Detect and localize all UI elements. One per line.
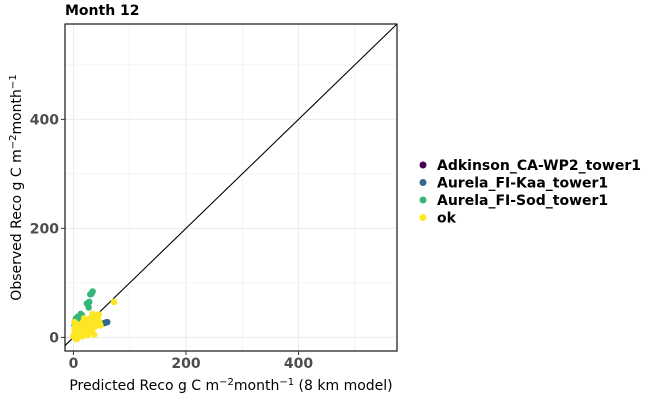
x-axis-label: Predicted Reco g C m−2month−1 (8 km mode… [69, 377, 392, 395]
data-point [74, 320, 81, 328]
data-point [80, 331, 87, 339]
y-tick-label: 400 [30, 112, 59, 128]
x-tick-label: 200 [171, 356, 200, 372]
data-point [90, 331, 98, 338]
y-axis-ticks: 0 200 400 [30, 112, 65, 346]
x-tick-label: 400 [284, 356, 313, 372]
legend: Adkinson_CA-WP2_tower1 Aurela_FI-Kaa_towe… [419, 158, 641, 227]
legend-label: Aurela_FI-Kaa_tower1 [437, 176, 608, 192]
data-point [85, 304, 92, 311]
legend-marker [419, 214, 427, 221]
y-axis-label: Observed Reco g C m−2month−1 [8, 74, 26, 300]
grid-lines [65, 24, 397, 351]
chart-title: Month 12 [65, 3, 140, 19]
identity-line [64, 23, 398, 346]
data-point [97, 322, 104, 329]
legend-marker [419, 161, 427, 169]
data-point [81, 317, 89, 325]
data-point [110, 298, 118, 306]
data-point [71, 326, 78, 334]
plot-border [64, 23, 398, 352]
data-points [70, 288, 118, 343]
data-point [87, 291, 94, 298]
x-axis-ticks: 0 200 400 [69, 351, 313, 372]
legend-label: ok [437, 211, 457, 227]
legend-marker [419, 196, 427, 204]
legend-marker [419, 179, 427, 186]
legend-label: Adkinson_CA-WP2_tower1 [437, 158, 641, 174]
plot-panel [65, 24, 397, 351]
y-tick-label: 0 [49, 330, 59, 346]
x-tick-label: 0 [69, 356, 79, 372]
y-tick-label: 200 [30, 221, 59, 237]
legend-label: Aurela_FI-Sod_tower1 [437, 193, 608, 209]
